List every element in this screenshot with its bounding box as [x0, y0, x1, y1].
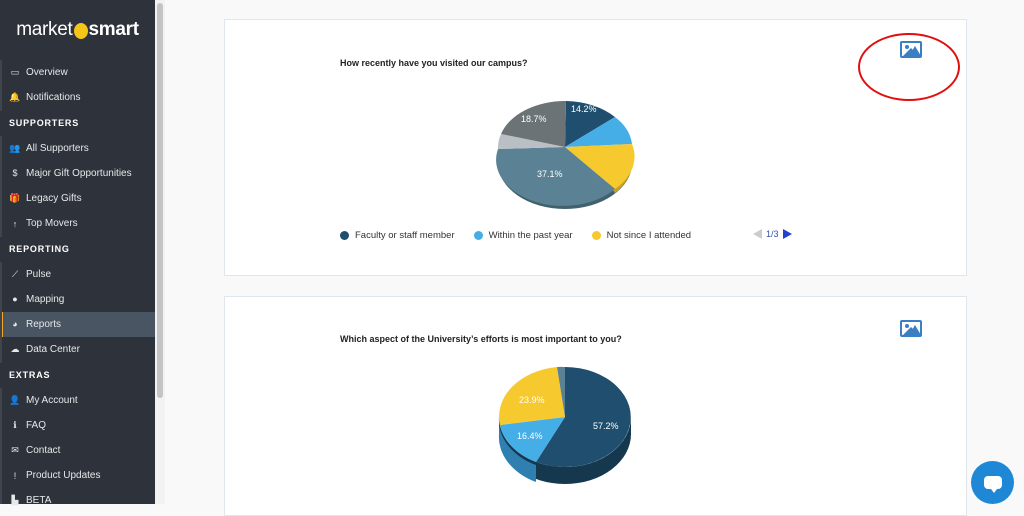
sidebar-item-label: Legacy Gifts — [26, 193, 82, 205]
question-title: How recently have you visited our campus… — [340, 58, 528, 68]
sidebar-section-extras: EXTRAS — [9, 369, 51, 380]
logo-text-smart: smart — [88, 19, 140, 40]
legend-label: Faculty or staff member — [355, 230, 455, 241]
arrow-up-icon: ↑ — [12, 218, 18, 229]
legend-page-indicator: 1/3 — [766, 229, 779, 239]
chat-launcher-button[interactable] — [971, 461, 1014, 504]
image-icon-mountain — [909, 46, 920, 56]
legend-dot-icon — [591, 231, 601, 240]
sidebar-item-label: Overview — [26, 67, 68, 79]
sidebar-item-legacy-gifts[interactable]: 🎁 Legacy Gifts — [0, 186, 155, 211]
users-icon: 👥 — [9, 142, 21, 153]
sidebar-item-label: Data Center — [26, 344, 80, 356]
chart-legend: Faculty or staff member Within the past … — [340, 230, 710, 241]
sidebar-item-label: Reports — [26, 318, 62, 330]
legend-label: Within the past year — [488, 230, 573, 241]
image-icon-mountain — [909, 325, 920, 335]
sidebar-scrollbar-thumb[interactable] — [157, 3, 163, 398]
line-chart-icon: ⟋ — [11, 268, 19, 279]
dollar-icon: $ — [12, 168, 18, 179]
industry-icon: ▙ — [11, 495, 19, 506]
sidebar-item-contact[interactable]: ✉ Contact — [0, 438, 155, 463]
image-icon-sun — [905, 45, 909, 49]
group-divider — [0, 262, 2, 363]
sidebar-item-label: Pulse — [26, 268, 52, 280]
sidebar-item-label: Major Gift Opportunities — [26, 167, 132, 179]
sidebar-item-label: Top Movers — [26, 218, 78, 230]
sidebar-item-pulse[interactable]: ⟋ Pulse — [0, 262, 155, 287]
pie-chart-campus-visit[interactable] — [490, 95, 640, 215]
logo-text-market: market — [16, 19, 73, 40]
sidebar-item-top-movers[interactable]: ↑ Top Movers — [0, 211, 155, 236]
sidebar-item-beta[interactable]: ▙ BETA — [0, 488, 155, 513]
sidebar-item-my-account[interactable]: 👤 My Account — [0, 387, 155, 412]
export-image-button[interactable] — [900, 320, 922, 337]
monitor-icon: ▭ — [10, 67, 20, 78]
sidebar-item-label: My Account — [26, 394, 78, 406]
legend-item-faculty[interactable]: Faculty or staff member — [340, 230, 455, 241]
pie-label: 23.9% — [519, 395, 545, 405]
sidebar-item-label: Notifications — [26, 92, 81, 104]
cloud-upload-icon: ☁ — [10, 344, 20, 355]
pie-label: 57.2% — [593, 421, 619, 431]
pie-label: 18.7% — [521, 114, 547, 124]
image-icon-sun — [905, 324, 909, 328]
sidebar-nav: ▭ Overview 🔔 Notifications SUPPORTERS 👥 All Su… — [0, 60, 155, 513]
legend-pager: 1/3 — [753, 229, 792, 239]
bell-icon: 🔔 — [9, 92, 21, 103]
pie-chart-icon: ◕ — [12, 319, 18, 330]
sidebar-section-reporting: REPORTING — [9, 243, 70, 254]
lightbulb-icon — [73, 23, 88, 39]
group-divider — [0, 136, 2, 237]
sidebar-item-major-gift-opportunities[interactable]: $ Major Gift Opportunities — [0, 161, 155, 186]
group-divider — [0, 388, 2, 504]
sidebar-item-product-updates[interactable]: ! Product Updates — [0, 463, 155, 488]
sidebar-item-label: Product Updates — [26, 470, 101, 482]
legend-dot-icon — [473, 231, 483, 240]
sidebar-item-label: BETA — [26, 495, 52, 507]
sidebar-item-all-supporters[interactable]: 👥 All Supporters — [0, 136, 155, 161]
sidebar-item-data-center[interactable]: ☁ Data Center — [0, 337, 155, 362]
export-image-button[interactable] — [900, 41, 922, 58]
pie-label: 16.4% — [517, 431, 543, 441]
sidebar-section-supporters: SUPPORTERS — [9, 117, 80, 128]
legend-prev-arrow-icon[interactable] — [753, 229, 762, 239]
sidebar-item-label: FAQ — [26, 419, 47, 431]
legend-dot-icon — [340, 231, 349, 240]
sidebar-item-label: Mapping — [26, 293, 65, 305]
sidebar-item-mapping[interactable]: ● Mapping — [0, 287, 155, 312]
legend-label: Not since I attended — [606, 230, 692, 241]
sidebar-item-reports[interactable]: ◕ Reports — [0, 311, 155, 338]
sidebar-item-notifications[interactable]: 🔔 Notifications — [0, 85, 155, 110]
sidebar: market smart ▭ Overview 🔔 Notifications SUPPO… — [0, 0, 155, 506]
question-title: Which aspect of the University’s efforts… — [340, 334, 622, 344]
chat-bubble-icon — [983, 476, 1002, 493]
user-icon: 👤 — [9, 394, 21, 405]
sidebar-item-label: Contact — [26, 444, 61, 456]
legend-item-past-year[interactable]: Within the past year — [473, 230, 573, 241]
exclamation-icon: ! — [13, 470, 17, 481]
sidebar-item-label: All Supporters — [26, 142, 89, 154]
pie-label: 14.2% — [571, 104, 597, 114]
legend-next-arrow-icon[interactable] — [782, 229, 792, 239]
sidebar-item-faq[interactable]: ℹ FAQ — [0, 413, 155, 438]
sidebar-item-overview[interactable]: ▭ Overview — [0, 60, 155, 85]
legend-item-not-since[interactable]: Not since I attended — [591, 230, 692, 241]
pie-label: 37.1% — [537, 169, 563, 179]
gift-icon: 🎁 — [9, 193, 21, 204]
envelope-icon: ✉ — [11, 444, 19, 455]
logo[interactable]: market smart — [0, 0, 155, 60]
pie-chart-university-efforts[interactable] — [490, 362, 640, 492]
info-icon: ℹ — [13, 419, 17, 430]
map-pin-icon: ● — [12, 294, 18, 305]
group-divider — [0, 60, 2, 111]
